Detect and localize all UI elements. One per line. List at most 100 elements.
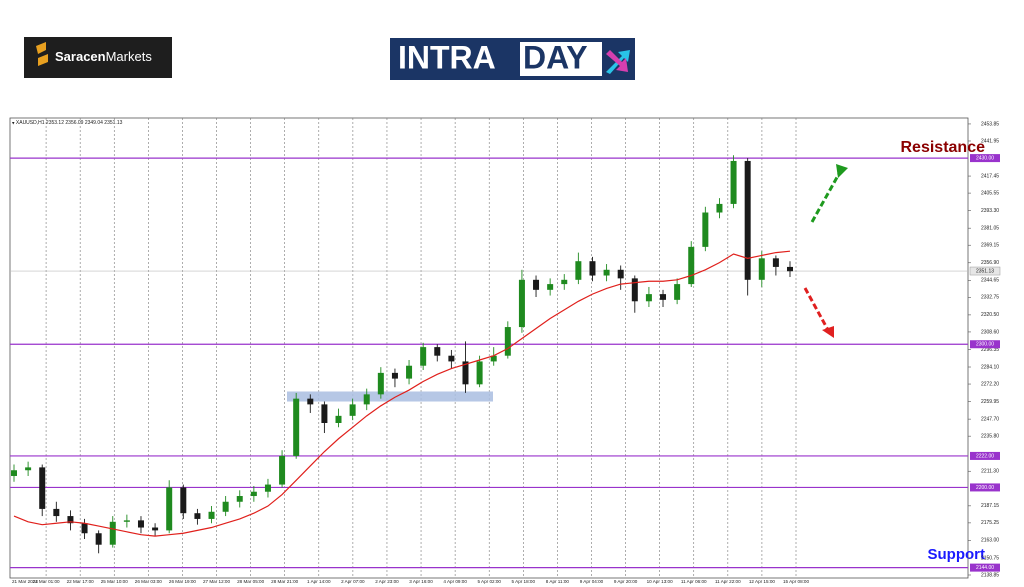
- candle-body: [787, 266, 793, 272]
- x-tick-label: 2 Apr 07:00: [341, 579, 365, 584]
- broker-name: SaracenMarkets: [55, 49, 152, 64]
- x-tick-label: 11 Apr 22:00: [715, 579, 741, 584]
- level-label: 2430.00: [976, 155, 994, 161]
- broker-name-1: Saracen: [55, 49, 106, 64]
- y-tick-label: 2272.20: [981, 381, 999, 387]
- y-tick-label: 2344.65: [981, 278, 999, 284]
- candle-body: [561, 279, 568, 285]
- candle-body: [490, 355, 497, 362]
- candle-body: [716, 203, 723, 213]
- candle-body: [95, 533, 102, 545]
- candle-body: [236, 496, 243, 502]
- candle-body: [307, 398, 314, 405]
- candle-body: [152, 527, 159, 531]
- x-tick-label: 25 Mar 10:00: [101, 579, 129, 584]
- candle-body: [660, 294, 667, 300]
- candle-body: [547, 284, 554, 290]
- x-tick-label: 15 Apr 08:00: [783, 579, 809, 584]
- candle-body: [674, 284, 681, 300]
- level-label: 2300.00: [976, 342, 994, 348]
- candle-body: [702, 212, 709, 247]
- y-tick-label: 2320.50: [981, 312, 999, 318]
- x-tick-label: 26 Mar 19:00: [169, 579, 197, 584]
- x-tick-label: 28 Mar 21:00: [271, 579, 299, 584]
- level-box: [970, 451, 1000, 460]
- y-tick-label: 2259.95: [981, 399, 999, 405]
- bear-arrow-head: [822, 326, 834, 338]
- x-tick-label: 22 Mar 17:00: [67, 579, 95, 584]
- y-tick-label: 2175.25: [981, 520, 999, 526]
- candle-body: [476, 361, 483, 385]
- candle-body: [744, 160, 751, 280]
- y-tick-label: 2187.15: [981, 503, 999, 509]
- x-tick-label: 5 Apr 02:00: [477, 579, 501, 584]
- x-tick-label: 1 Apr 14:00: [307, 579, 331, 584]
- support-zone: [287, 391, 493, 402]
- y-tick-label: 2369.15: [981, 243, 999, 249]
- x-tick-label: 3 Apr 16:00: [409, 579, 433, 584]
- level-box: [970, 483, 1000, 492]
- candle-body: [321, 404, 328, 423]
- candle-body: [166, 487, 173, 531]
- bull-arrow-head: [836, 164, 848, 178]
- broker-logo: [24, 37, 172, 78]
- x-tick-label: 5 Apr 18:00: [512, 579, 536, 584]
- x-tick-label: 8 Apr 11:00: [546, 579, 570, 584]
- x-tick-label: 11 Apr 06:00: [681, 579, 707, 584]
- candle-body: [645, 294, 652, 302]
- chart-title: ▾ XAUUSD,H1 2353.12 2356.09 2349.04 2351…: [12, 120, 123, 126]
- y-tick-label: 2453.85: [981, 121, 999, 127]
- x-tick-label: 10 Apr 13:00: [647, 579, 673, 584]
- candle-body: [39, 467, 46, 509]
- candle-body: [772, 258, 779, 267]
- y-tick-label: 2405.55: [981, 190, 999, 196]
- candle-body: [109, 521, 116, 545]
- banner-text-2: DAY: [523, 39, 588, 75]
- candle-body: [448, 355, 455, 362]
- candle-body: [688, 246, 695, 285]
- y-tick-label: 2163.00: [981, 538, 999, 544]
- x-tick-label: 28 Mar 05:00: [237, 579, 265, 584]
- candle-body: [363, 394, 370, 405]
- level-box: [970, 563, 1000, 572]
- candle-body: [222, 501, 229, 512]
- chart-title-text: XAUUSD,H1 2353.12 2356.09 2349.04 2351.1…: [16, 120, 123, 126]
- x-tick-label: 26 Mar 03:00: [135, 579, 163, 584]
- candle-body: [589, 261, 596, 276]
- y-tick-label: 2393.30: [981, 208, 999, 214]
- y-tick-label: 2138.85: [981, 572, 999, 578]
- y-tick-label: 2235.80: [981, 433, 999, 439]
- x-tick-label: 4 Apr 09:00: [443, 579, 467, 584]
- candle-body: [434, 347, 441, 356]
- y-tick-label: 2381.05: [981, 226, 999, 232]
- candle-body: [603, 269, 610, 276]
- candle-body: [758, 258, 765, 280]
- candle-body: [250, 491, 257, 497]
- x-tick-label: 9 Apr 04:00: [580, 579, 604, 584]
- y-tick-label: 2247.70: [981, 416, 999, 422]
- candle-body: [123, 520, 130, 522]
- candle-body: [180, 487, 187, 514]
- candle-body: [518, 279, 525, 328]
- candle-body: [208, 511, 215, 519]
- level-box: [970, 340, 1000, 349]
- candle-body: [377, 372, 384, 395]
- banner-box: [520, 42, 602, 76]
- candle-body: [335, 415, 342, 423]
- plot-layer: [10, 118, 968, 578]
- candle-body: [25, 467, 32, 471]
- y-tick-label: 2296.35: [981, 347, 999, 353]
- bull-arrow: [810, 171, 842, 223]
- candle-body: [420, 347, 427, 366]
- candle-body: [137, 520, 144, 528]
- level-box: [970, 154, 1000, 163]
- candle-body: [406, 365, 413, 379]
- candle-body: [279, 455, 286, 485]
- candle-body: [504, 327, 511, 356]
- resistance-label: Resistance: [901, 139, 986, 156]
- last-price-box: [969, 266, 1001, 276]
- candle-body: [293, 398, 300, 456]
- y-tick-label: 2441.95: [981, 138, 999, 144]
- candle-body: [617, 269, 624, 279]
